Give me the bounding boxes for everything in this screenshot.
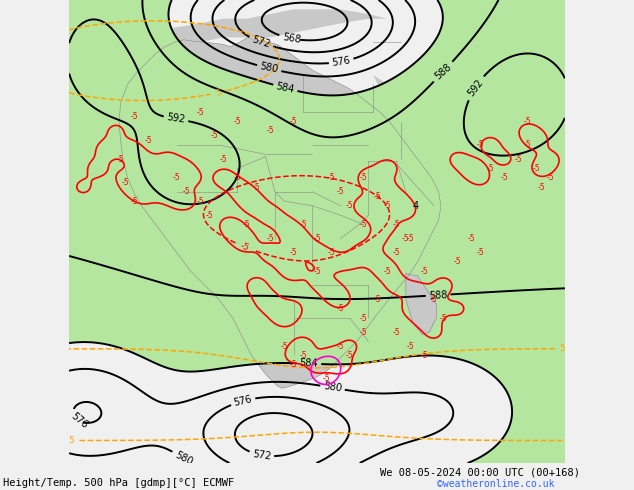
Text: -5: -5 [266, 126, 274, 135]
Text: -5: -5 [392, 220, 400, 229]
Text: -5: -5 [407, 234, 415, 243]
Text: -5: -5 [430, 295, 437, 304]
Text: Height/Temp. 500 hPa [gdmp][°C] ECMWF: Height/Temp. 500 hPa [gdmp][°C] ECMWF [3, 478, 235, 488]
Text: -5: -5 [197, 108, 204, 117]
Text: -5: -5 [323, 374, 330, 383]
Text: -5: -5 [421, 267, 429, 276]
Text: -5: -5 [524, 141, 531, 149]
Text: 580: 580 [173, 450, 194, 467]
Polygon shape [406, 273, 436, 335]
Text: -5: -5 [266, 234, 274, 243]
Text: -5: -5 [210, 131, 218, 140]
Text: -5: -5 [360, 314, 368, 322]
Text: -5: -5 [205, 211, 213, 220]
Text: 568: 568 [281, 32, 301, 45]
Text: -5: -5 [219, 154, 227, 164]
Text: -5: -5 [337, 187, 344, 196]
Text: -5: -5 [392, 248, 400, 257]
Text: -5: -5 [467, 234, 475, 243]
Polygon shape [574, 171, 581, 185]
Text: -5: -5 [439, 314, 447, 322]
Text: -5: -5 [131, 196, 138, 206]
Text: -5: -5 [252, 183, 260, 192]
Text: -5: -5 [384, 201, 391, 210]
Text: -5: -5 [500, 173, 508, 182]
Text: -5: -5 [327, 248, 335, 257]
Text: 592: 592 [466, 77, 485, 98]
Text: -5: -5 [234, 173, 242, 182]
Text: -5: -5 [243, 220, 250, 229]
Text: -5: -5 [384, 267, 391, 276]
Text: -5: -5 [173, 173, 181, 182]
Text: -5: -5 [486, 164, 494, 173]
Text: -5: -5 [533, 164, 541, 173]
Text: -5: -5 [337, 342, 344, 351]
Text: We 08-05-2024 00:00 UTC (00+168): We 08-05-2024 00:00 UTC (00+168) [380, 468, 580, 478]
Text: -5: -5 [538, 183, 545, 192]
Text: -5: -5 [280, 342, 288, 351]
Text: -5: -5 [299, 220, 307, 229]
Text: -5: -5 [239, 241, 250, 252]
Text: 576: 576 [68, 411, 89, 431]
Text: -5: -5 [182, 187, 190, 196]
Text: -5: -5 [477, 141, 484, 149]
Text: -5: -5 [299, 351, 307, 360]
Text: 588: 588 [429, 290, 448, 300]
Text: 572: 572 [252, 449, 272, 462]
Text: 580: 580 [323, 381, 342, 394]
Text: 5: 5 [214, 88, 222, 98]
Text: -5: -5 [453, 257, 461, 267]
Polygon shape [373, 75, 560, 149]
Text: -5: -5 [313, 234, 321, 243]
Text: -5: -5 [131, 112, 138, 122]
Text: 5: 5 [560, 344, 566, 353]
Text: 584: 584 [299, 358, 318, 369]
Text: -5: -5 [392, 328, 400, 337]
Text: -5: -5 [290, 117, 297, 126]
Text: ©weatheronline.co.uk: ©weatheronline.co.uk [437, 479, 555, 489]
Text: -5: -5 [337, 304, 344, 313]
Text: -5: -5 [346, 351, 354, 360]
Text: 4: 4 [412, 201, 418, 211]
Text: -5: -5 [145, 136, 152, 145]
Text: -5: -5 [524, 117, 531, 126]
Text: 576: 576 [332, 55, 351, 68]
Text: -5: -5 [374, 192, 382, 201]
Text: -5: -5 [117, 154, 124, 164]
Polygon shape [153, 9, 387, 47]
Polygon shape [119, 37, 441, 388]
Text: -5: -5 [360, 328, 368, 337]
Text: -5: -5 [421, 351, 429, 360]
Text: -5: -5 [402, 234, 410, 243]
Text: 576: 576 [233, 394, 253, 408]
Text: 5: 5 [68, 436, 74, 445]
Text: -5: -5 [313, 267, 321, 276]
Text: 580: 580 [259, 62, 279, 75]
Text: 588: 588 [433, 62, 453, 81]
Text: -5: -5 [346, 201, 354, 210]
Text: 592: 592 [166, 113, 186, 125]
Text: -5: -5 [407, 342, 415, 351]
Text: -5: -5 [360, 173, 368, 182]
Text: -5: -5 [514, 154, 522, 164]
Text: -5: -5 [197, 196, 204, 206]
Text: -5: -5 [360, 220, 368, 229]
Text: -5: -5 [122, 178, 129, 187]
Text: -5: -5 [290, 360, 297, 369]
Text: -5: -5 [234, 117, 242, 126]
Text: 584: 584 [275, 81, 295, 95]
Text: -5: -5 [290, 248, 297, 257]
Text: 572: 572 [250, 35, 271, 50]
Text: -5: -5 [327, 173, 335, 182]
Text: -5: -5 [374, 295, 382, 304]
Text: -5: -5 [477, 248, 484, 257]
Text: -5: -5 [547, 173, 555, 182]
